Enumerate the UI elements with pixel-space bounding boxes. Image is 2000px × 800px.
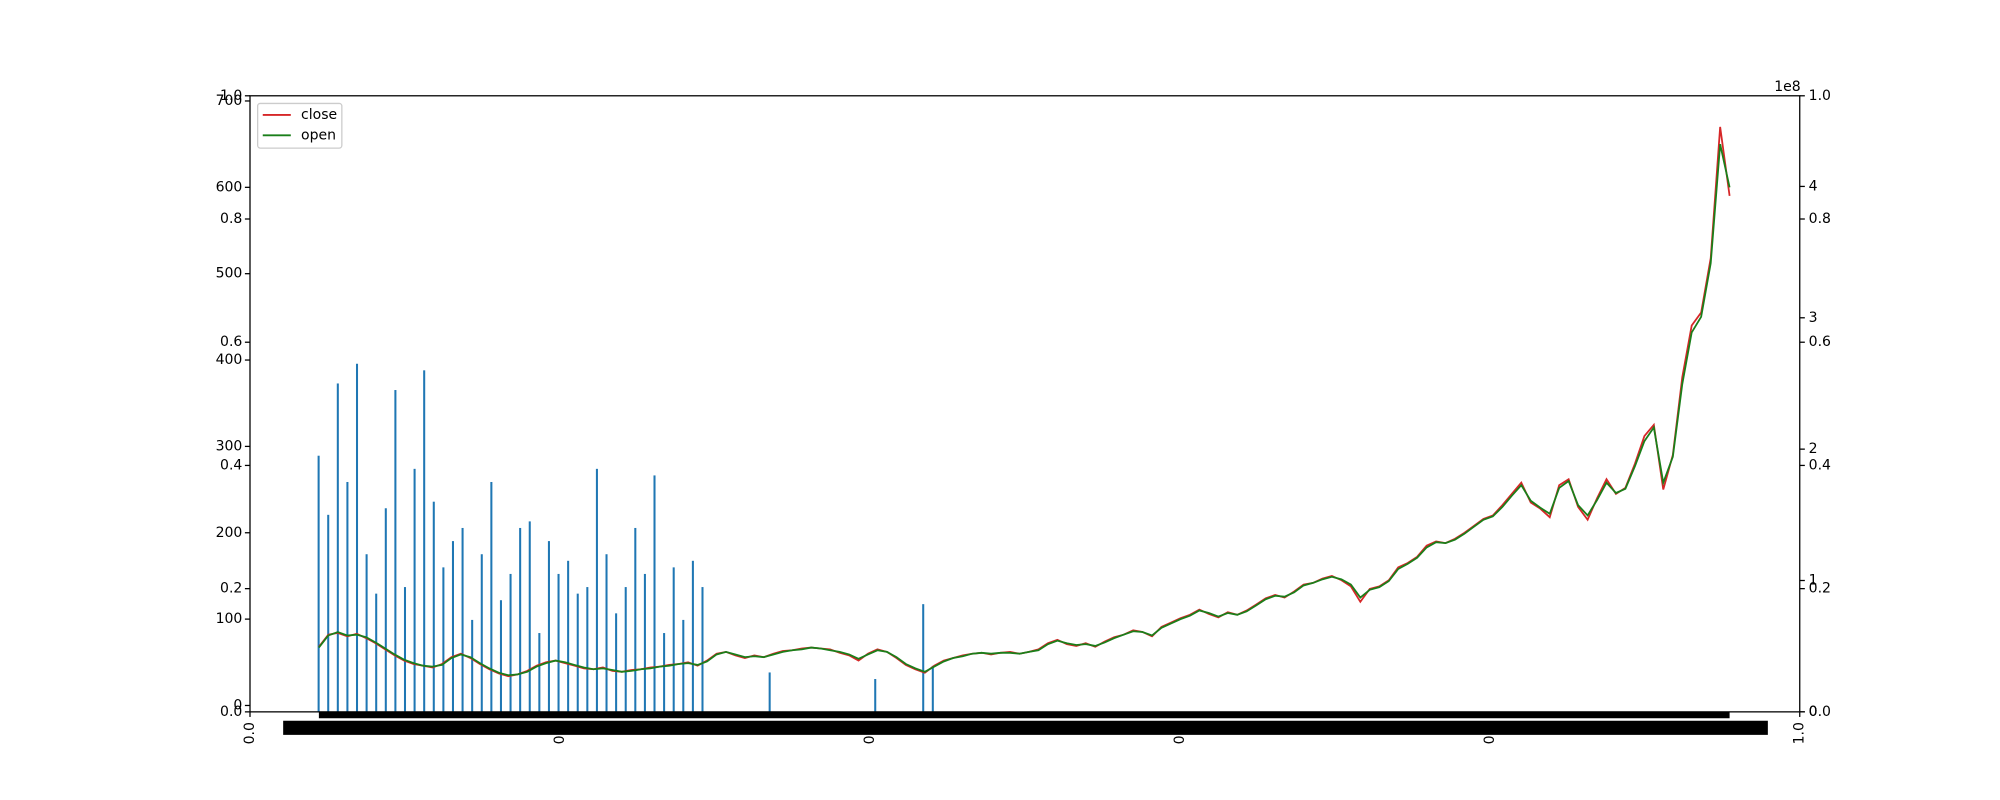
legend: close open bbox=[257, 102, 343, 149]
volume-bar bbox=[461, 527, 464, 712]
y2-tick-label: 0.0 bbox=[1809, 704, 1831, 720]
volume-bar bbox=[375, 593, 378, 712]
volume-bar bbox=[346, 481, 349, 712]
x-tick-label: 1.0 bbox=[1792, 722, 1808, 744]
volume-bar bbox=[643, 573, 646, 712]
price-line bbox=[318, 143, 1731, 677]
volume-bar bbox=[336, 383, 339, 712]
volume-bar bbox=[394, 390, 397, 712]
y-tick-label: 0.8 bbox=[220, 211, 242, 227]
volume-bar bbox=[672, 567, 675, 712]
price-tick-label: 200 bbox=[216, 525, 243, 541]
volume-bar bbox=[317, 455, 320, 712]
volume-bar bbox=[931, 665, 934, 712]
volume-bar bbox=[423, 370, 426, 712]
volume-bar bbox=[451, 541, 454, 712]
volume-bar bbox=[768, 672, 771, 712]
x-tick-label: 0.8 bbox=[1482, 722, 1498, 744]
volume-bar bbox=[384, 508, 387, 712]
volume-tick-label: 4 bbox=[1809, 178, 1818, 194]
volume-bar bbox=[701, 587, 704, 712]
volume-bar bbox=[413, 468, 416, 712]
volume-bar bbox=[480, 554, 483, 712]
volume-bar bbox=[442, 567, 445, 712]
volume-bar bbox=[355, 363, 359, 712]
volume-bar bbox=[595, 468, 598, 712]
volume-bar bbox=[874, 679, 877, 712]
volume-bar bbox=[403, 587, 407, 712]
volume-bar bbox=[663, 633, 666, 712]
price-tick-label: 400 bbox=[216, 352, 243, 368]
y2-tick-label: 1.0 bbox=[1809, 88, 1831, 104]
y-tick-label: 0.0 bbox=[220, 704, 242, 720]
volume-bar bbox=[528, 521, 531, 712]
y2-tick-label: 0.6 bbox=[1809, 334, 1831, 350]
volume-bar bbox=[624, 587, 627, 712]
volume-tick-label: 2 bbox=[1809, 441, 1818, 457]
volume-bar bbox=[432, 501, 435, 712]
price-tick-label: 300 bbox=[216, 438, 243, 454]
price-tick-label: 100 bbox=[216, 611, 243, 627]
volume-bar bbox=[490, 481, 493, 712]
y-tick-label: 0.2 bbox=[220, 581, 242, 597]
volume-tick-label: 0 bbox=[1809, 704, 1818, 720]
volume-bar bbox=[634, 527, 637, 712]
price-tick-label: 700 bbox=[216, 93, 243, 109]
y-tick-label: 0.6 bbox=[220, 334, 242, 350]
x-tick-label: 0.6 bbox=[1172, 722, 1188, 744]
volume-bar bbox=[576, 593, 579, 712]
volume-bar bbox=[922, 604, 925, 712]
volume-bar bbox=[605, 554, 608, 712]
y2-tick-label: 0.4 bbox=[1809, 457, 1831, 473]
x-tick-label: 0.2 bbox=[552, 722, 568, 744]
volume-bar bbox=[557, 573, 560, 712]
y-tick-label: 1.0 bbox=[220, 88, 242, 104]
volume-bar bbox=[653, 475, 656, 712]
volume-bar bbox=[471, 619, 474, 712]
price-tick-label: 600 bbox=[216, 179, 243, 195]
volume-bar bbox=[615, 613, 618, 712]
price-tick-label: 0 bbox=[233, 697, 242, 713]
volume-bar bbox=[586, 587, 589, 712]
legend-label: close bbox=[301, 107, 337, 123]
volume-bar bbox=[327, 514, 330, 712]
volume-bar bbox=[365, 554, 368, 712]
volume-bar bbox=[691, 560, 694, 712]
volume-bar bbox=[499, 600, 502, 712]
volume-bar bbox=[547, 541, 550, 712]
volume-bar bbox=[567, 560, 570, 712]
legend-label: open bbox=[301, 127, 336, 143]
volume-tick-label: 1 bbox=[1809, 573, 1818, 589]
y2-tick-label: 0.8 bbox=[1809, 211, 1831, 227]
y-tick-label: 0.4 bbox=[220, 457, 242, 473]
volume-tick-label: 3 bbox=[1809, 310, 1818, 326]
x-tick-label: 0.0 bbox=[242, 722, 258, 744]
x-tick-label: 0.4 bbox=[862, 722, 878, 744]
volume-offset-text: 1e8 bbox=[1774, 79, 1800, 95]
volume-bar bbox=[509, 573, 512, 712]
price-tick-label: 500 bbox=[216, 266, 243, 282]
y2-tick-label: 0.2 bbox=[1809, 581, 1831, 597]
x-tick-label-overlap bbox=[283, 711, 1768, 735]
volume-bar bbox=[682, 619, 685, 712]
plot-frame bbox=[249, 95, 1801, 713]
volume-bar bbox=[538, 633, 541, 712]
volume-bar bbox=[519, 527, 522, 712]
